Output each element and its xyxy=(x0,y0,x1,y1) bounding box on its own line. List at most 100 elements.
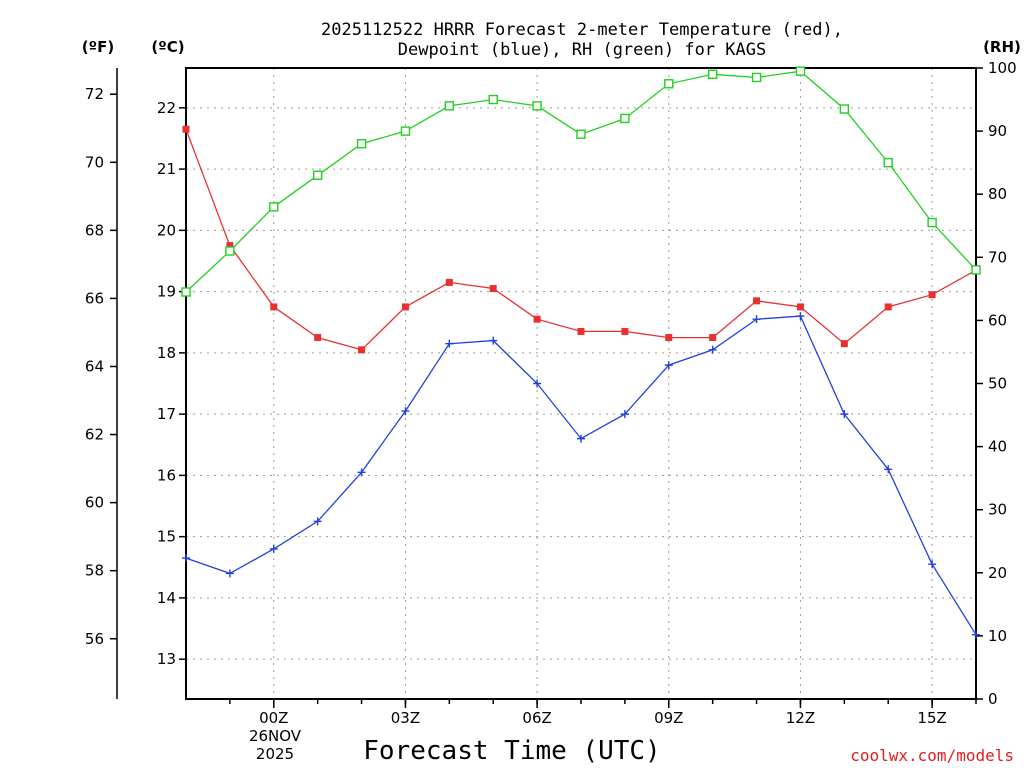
date-label-day: 26NOV xyxy=(249,727,302,745)
rh-tick-label: 50 xyxy=(988,375,1007,393)
rh-point xyxy=(927,217,937,228)
temperature-point xyxy=(533,315,541,323)
dewpoint-point xyxy=(972,630,980,639)
temperature-point xyxy=(796,303,804,311)
gridlines xyxy=(186,68,976,699)
celsius-tick-label: 16 xyxy=(157,466,176,484)
temperature-point xyxy=(621,327,629,335)
rh-point xyxy=(971,265,981,275)
rh-tick-label: 80 xyxy=(988,185,1007,203)
series-dewpoint xyxy=(182,312,980,639)
temperature-point xyxy=(358,346,366,354)
rh-point xyxy=(356,139,367,149)
series-2-meter-temperature xyxy=(182,125,980,354)
dewpoint-point xyxy=(445,339,454,348)
celsius-tick-label: 19 xyxy=(157,283,176,301)
temperature-point xyxy=(489,285,497,293)
celsius-tick-label: 18 xyxy=(157,344,176,362)
dewpoint-point xyxy=(401,407,410,416)
time-tick-label: 15Z xyxy=(917,709,946,727)
time-tick-label: 06Z xyxy=(522,709,551,727)
time-tick-label: 12Z xyxy=(786,709,815,727)
time-axis: 00Z 03Z 06Z 09Z 12Z 15Z xyxy=(229,699,977,727)
celsius-tick-label: 14 xyxy=(157,589,176,607)
fahrenheit-axis: 56 58 60 62 64 66 68 70 72 xyxy=(85,85,117,648)
temperature-point xyxy=(709,334,717,342)
dewpoint-point xyxy=(840,410,849,419)
x-axis-title: Forecast Time (UTC) xyxy=(363,736,660,766)
series-layer xyxy=(181,66,981,639)
rh-point xyxy=(532,101,542,111)
celsius-tick-label: 22 xyxy=(157,99,176,117)
celsius-tick-label: 21 xyxy=(157,160,176,178)
temperature-point xyxy=(577,327,585,335)
fahrenheit-tick-label: 62 xyxy=(85,426,104,444)
celsius-unit-label: (ºC) xyxy=(151,38,184,56)
celsius-tick-label: 17 xyxy=(157,405,176,423)
rh-axis: 0 10 20 30 40 50 60 70 80 90 100 xyxy=(976,59,1017,708)
rh-point xyxy=(839,104,850,114)
rh-point xyxy=(576,129,586,139)
rh-point xyxy=(620,113,630,124)
temperature-point xyxy=(665,334,673,342)
title-line-1: 2025112522 HRRR Forecast 2-meter Tempera… xyxy=(321,20,843,40)
rh-point xyxy=(312,170,323,180)
temperature-point xyxy=(884,303,892,311)
fahrenheit-tick-label: 56 xyxy=(85,630,104,648)
celsius-tick-label: 15 xyxy=(157,528,176,546)
fahrenheit-tick-label: 60 xyxy=(85,494,104,512)
temperature-point xyxy=(182,125,190,133)
rh-point xyxy=(795,66,806,76)
credit-text: coolwx.com/models xyxy=(850,746,1014,765)
fahrenheit-tick-label: 66 xyxy=(85,289,104,307)
time-tick-label: 03Z xyxy=(391,709,420,727)
fahrenheit-tick-label: 72 xyxy=(85,85,104,103)
rh-tick-label: 30 xyxy=(988,501,1007,519)
rh-point xyxy=(664,79,674,89)
fahrenheit-tick-label: 64 xyxy=(85,357,104,375)
time-tick-label: 00Z xyxy=(259,709,288,727)
dewpoint-point xyxy=(269,544,278,553)
fahrenheit-tick-label: 70 xyxy=(85,153,104,171)
dewpoint-point xyxy=(928,560,937,569)
celsius-tick-label: 13 xyxy=(157,650,176,668)
rh-tick-label: 10 xyxy=(988,627,1007,645)
series-line xyxy=(185,129,977,351)
series-rh xyxy=(181,66,981,297)
date-label-year: 2025 xyxy=(256,745,294,763)
rh-point xyxy=(400,126,411,136)
temperature-point xyxy=(226,242,234,250)
rh-tick-label: 90 xyxy=(988,122,1007,140)
fahrenheit-tick-label: 68 xyxy=(85,221,104,239)
rh-point xyxy=(225,246,235,256)
temperature-point xyxy=(928,291,936,299)
rh-tick-label: 0 xyxy=(988,690,998,708)
temperature-point xyxy=(270,303,278,311)
dewpoint-point xyxy=(182,554,190,563)
rh-point xyxy=(269,202,279,212)
rh-unit-label: (RH) xyxy=(983,38,1021,56)
rh-tick-label: 20 xyxy=(988,564,1007,582)
rh-point xyxy=(488,94,498,105)
dewpoint-point xyxy=(357,468,366,477)
fahrenheit-unit-label: (ºF) xyxy=(82,38,114,56)
rh-tick-label: 70 xyxy=(988,248,1007,266)
series-line xyxy=(185,70,977,293)
dewpoint-point xyxy=(533,379,542,388)
dewpoint-point xyxy=(664,361,673,370)
rh-tick-label: 100 xyxy=(988,59,1017,77)
rh-tick-label: 60 xyxy=(988,311,1007,329)
chart-title: 2025112522 HRRR Forecast 2-meter Tempera… xyxy=(321,20,843,60)
temperature-point xyxy=(753,297,761,305)
temperature-point xyxy=(314,334,322,342)
dewpoint-point xyxy=(577,434,585,443)
celsius-axis: 13 14 15 16 17 18 19 20 21 22 xyxy=(157,99,186,668)
rh-point xyxy=(444,101,455,111)
rh-tick-label: 40 xyxy=(988,438,1007,456)
rh-point xyxy=(181,287,191,297)
fahrenheit-tick-label: 58 xyxy=(85,562,104,580)
time-tick-label: 09Z xyxy=(654,709,683,727)
celsius-tick-label: 20 xyxy=(157,221,176,239)
